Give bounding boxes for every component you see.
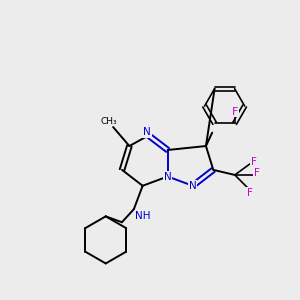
Text: F: F bbox=[231, 106, 238, 117]
Text: N: N bbox=[164, 172, 172, 182]
Text: F: F bbox=[247, 188, 253, 198]
Text: F: F bbox=[251, 157, 257, 167]
Text: CH₃: CH₃ bbox=[100, 117, 117, 126]
Text: N: N bbox=[143, 128, 151, 137]
Text: NH: NH bbox=[135, 211, 151, 221]
Text: N: N bbox=[189, 181, 196, 191]
Text: F: F bbox=[254, 169, 260, 178]
